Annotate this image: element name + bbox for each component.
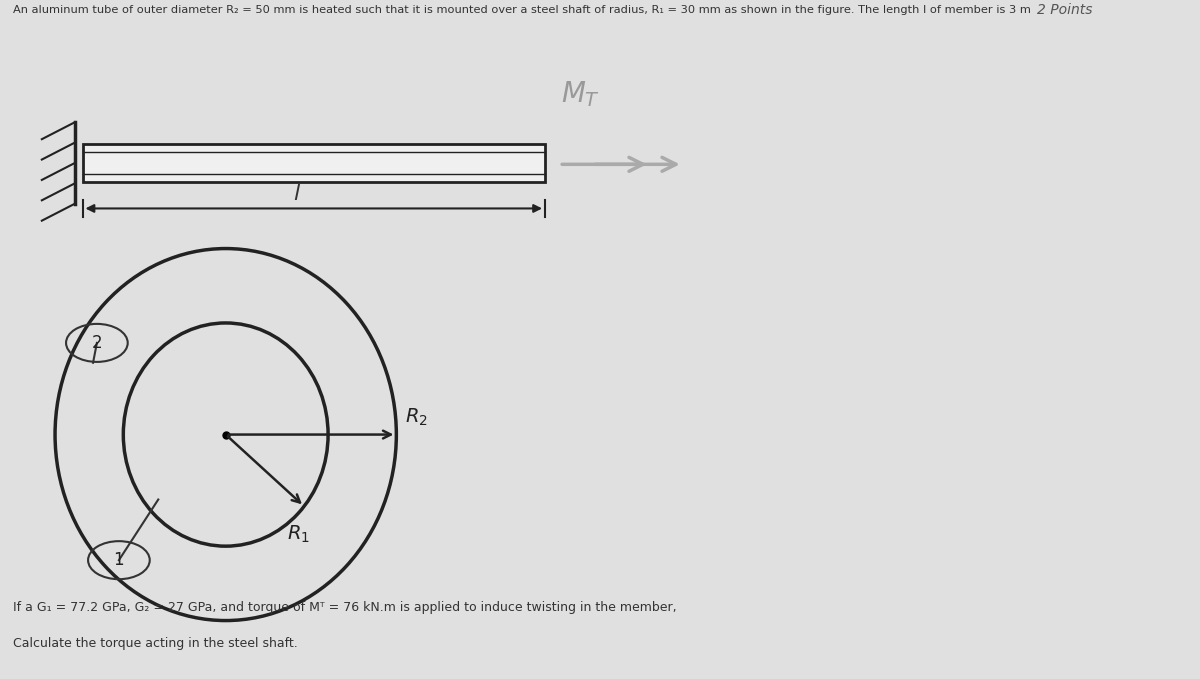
Text: $M_T$: $M_T$ bbox=[562, 79, 601, 109]
Text: $R_1$: $R_1$ bbox=[287, 524, 310, 545]
Polygon shape bbox=[83, 145, 545, 181]
Text: $l$: $l$ bbox=[293, 183, 301, 204]
Text: An aluminum tube of outer diameter R₂ = 50 mm is heated such that it is mounted : An aluminum tube of outer diameter R₂ = … bbox=[13, 5, 1031, 16]
Text: 2: 2 bbox=[91, 334, 102, 352]
Text: $R_2$: $R_2$ bbox=[406, 407, 428, 428]
Text: If a G₁ = 77.2 GPa, G₂ = 27 GPa, and torque of Mᵀ = 76 kN.m is applied to induce: If a G₁ = 77.2 GPa, G₂ = 27 GPa, and tor… bbox=[13, 601, 677, 614]
Text: Calculate the torque acting in the steel shaft.: Calculate the torque acting in the steel… bbox=[13, 637, 298, 650]
Text: 1: 1 bbox=[114, 551, 125, 569]
Text: 2 Points: 2 Points bbox=[1037, 3, 1092, 18]
